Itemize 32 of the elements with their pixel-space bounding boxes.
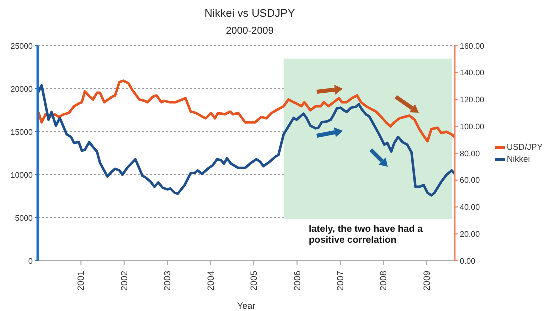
y2-tick-label: 140.00 xyxy=(460,68,486,78)
y-tick-label: 20000 xyxy=(10,84,34,94)
legend-label: USD/JPY xyxy=(507,142,543,152)
x-tick-label: 2003 xyxy=(162,271,173,292)
y2-tick-label: 120.00 xyxy=(460,96,486,105)
x-tick-label: 2002 xyxy=(119,271,130,292)
x-tick-label: 2007 xyxy=(335,271,346,292)
annotation: lately, the two have had a positive correlation xyxy=(309,224,424,246)
y-tick-label: 5000 xyxy=(15,214,34,223)
y2-tick-label: 60.00 xyxy=(460,176,481,186)
x-tick-label: 2008 xyxy=(378,271,389,292)
y-tick-label: 15000 xyxy=(10,128,34,137)
y2-tick-label: 160.00 xyxy=(460,42,486,51)
x-tick-label: 2001 xyxy=(76,271,86,292)
y2-tick-label: 80.00 xyxy=(460,149,481,158)
x-tick-label: 2006 xyxy=(292,271,302,292)
legend-label: Nikkei xyxy=(507,154,530,164)
y-tick-label: 25000 xyxy=(10,42,34,51)
y2-tick-label: 100.00 xyxy=(460,122,486,132)
x-tick-label: 2004 xyxy=(206,271,216,292)
chart-subtitle: 2000-2009 xyxy=(225,26,275,37)
y2-tick-label: 20.00 xyxy=(460,230,481,239)
line-series xyxy=(38,84,455,197)
chart-title: Nikkei vs USDJPY xyxy=(204,8,296,20)
x-axis-title: Year xyxy=(237,301,256,311)
line-series xyxy=(38,80,455,143)
x-tick-label: 2009 xyxy=(422,271,432,292)
y2-tick-label: 40.00 xyxy=(460,203,481,212)
y-tick-label: 0 xyxy=(28,256,34,266)
y2-tick-label: 0.00 xyxy=(460,256,476,266)
x-tick-label: 2005 xyxy=(249,271,260,292)
y-tick-label: 10000 xyxy=(10,170,34,180)
